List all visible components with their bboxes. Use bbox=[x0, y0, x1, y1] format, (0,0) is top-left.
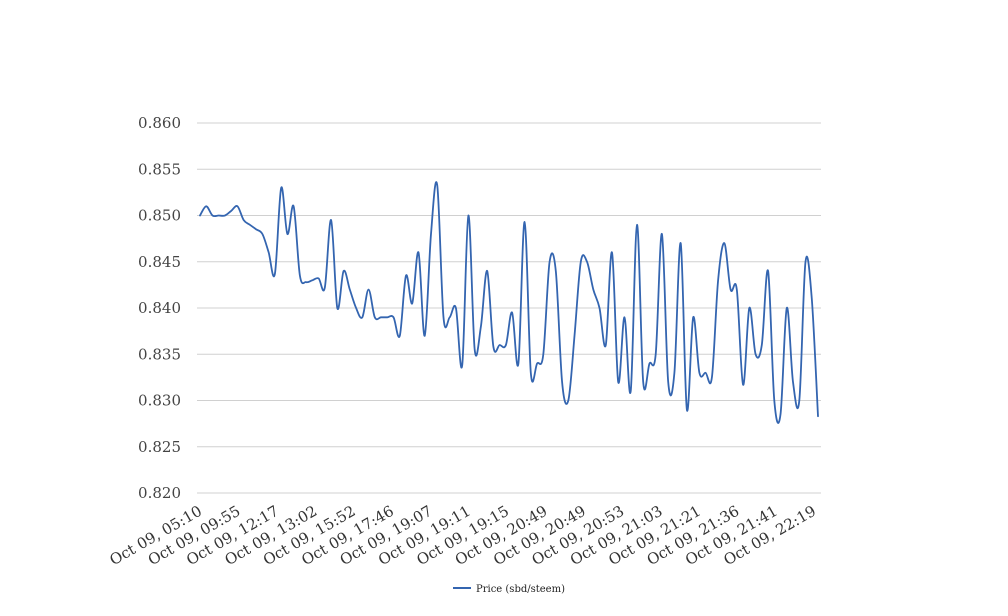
legend: Price (sbd/steem) bbox=[453, 584, 565, 595]
y-tick-label: 0.840 bbox=[138, 299, 181, 317]
y-tick-label: 0.850 bbox=[138, 207, 181, 225]
series-lines bbox=[199, 181, 819, 424]
y-tick-label: 0.820 bbox=[138, 484, 181, 502]
y-tick-label: 0.855 bbox=[138, 160, 181, 178]
gridlines bbox=[197, 122, 821, 494]
y-tick-label: 0.845 bbox=[138, 253, 181, 271]
y-tick-label: 0.830 bbox=[138, 392, 181, 410]
y-axis-ticks: 0.820 0.825 0.830 0.835 0.840 0.845 0.850 0.855… bbox=[138, 114, 181, 502]
y-tick-label: 0.825 bbox=[138, 438, 181, 456]
series-line-price bbox=[199, 181, 819, 424]
legend-label-price: Price (sbd/steem) bbox=[476, 584, 565, 595]
y-tick-label: 0.835 bbox=[138, 345, 181, 363]
y-tick-label: 0.860 bbox=[138, 114, 181, 132]
